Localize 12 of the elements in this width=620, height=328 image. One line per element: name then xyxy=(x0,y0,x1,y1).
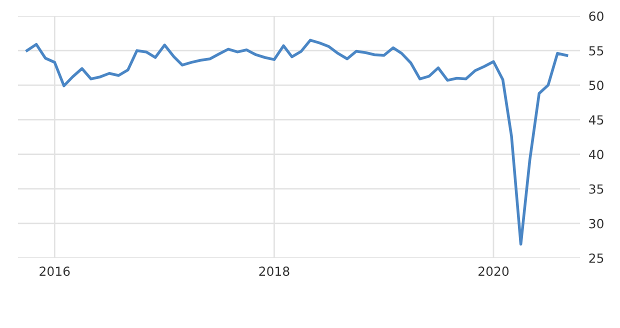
y-tick-label: 55 xyxy=(589,46,604,56)
y-tick-label: 40 xyxy=(588,150,604,160)
y-tick-label: 30 xyxy=(589,218,604,228)
y-tick-label: 35 xyxy=(589,184,604,194)
y-tick-label: 45 xyxy=(588,115,604,125)
y-tick-label: 50 xyxy=(589,80,604,90)
x-tick-label: 2016 xyxy=(40,266,70,276)
line-series xyxy=(26,38,568,246)
x-tick-label: 2020 xyxy=(478,266,509,276)
y-tick-label: 25 xyxy=(589,253,604,263)
x-tick-label: 2018 xyxy=(259,266,290,276)
y-tick-label: 60 xyxy=(589,11,604,21)
